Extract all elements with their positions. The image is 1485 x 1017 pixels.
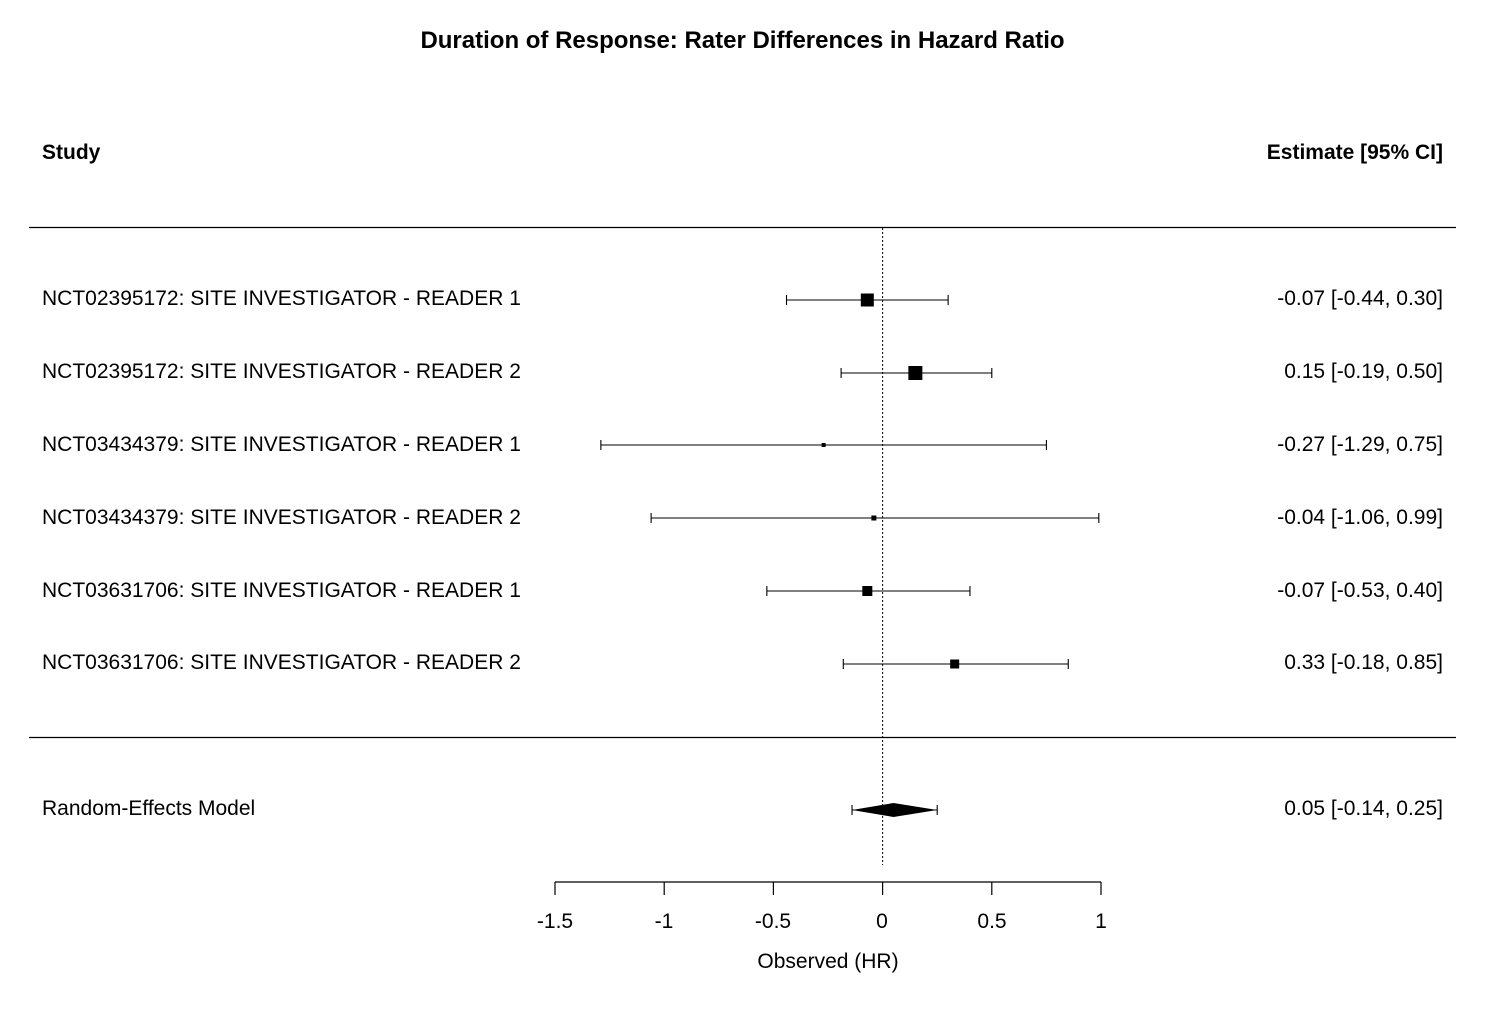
summary-diamond bbox=[852, 803, 938, 817]
point-estimate-square bbox=[862, 586, 873, 596]
study-estimate-text: -0.27 [-1.29, 0.75] bbox=[1277, 433, 1443, 456]
study-estimate-text: 0.15 [-0.19, 0.50] bbox=[1284, 360, 1443, 383]
x-tick-label: 0.5 bbox=[977, 910, 1007, 933]
x-tick-label: -0.5 bbox=[754, 910, 792, 933]
study-estimate-text: -0.07 [-0.53, 0.40] bbox=[1277, 579, 1443, 602]
x-tick-label: 1 bbox=[1095, 910, 1107, 933]
study-label: NCT03434379: SITE INVESTIGATOR - READER … bbox=[42, 433, 521, 456]
x-tick-label: 0 bbox=[876, 910, 888, 933]
study-label: NCT02395172: SITE INVESTIGATOR - READER … bbox=[42, 360, 521, 383]
study-column-header: Study bbox=[42, 141, 101, 164]
x-tick-label: -1.5 bbox=[536, 910, 574, 933]
x-axis-label: Observed (HR) bbox=[757, 950, 899, 973]
chart-title: Duration of Response: Rater Differences … bbox=[420, 27, 1065, 54]
summary-estimate-text: 0.05 [-0.14, 0.25] bbox=[1284, 797, 1443, 820]
point-estimate-square bbox=[871, 515, 877, 521]
study-label: NCT03631706: SITE INVESTIGATOR - READER … bbox=[42, 651, 521, 674]
study-label: NCT03434379: SITE INVESTIGATOR - READER … bbox=[42, 506, 521, 529]
study-label: NCT03631706: SITE INVESTIGATOR - READER … bbox=[42, 579, 521, 602]
point-estimate-square bbox=[821, 443, 826, 447]
study-label: NCT02395172: SITE INVESTIGATOR - READER … bbox=[42, 287, 521, 310]
summary-label: Random-Effects Model bbox=[42, 797, 256, 820]
estimate-column-header: Estimate [95% CI] bbox=[1266, 141, 1443, 164]
point-estimate-square bbox=[908, 366, 923, 380]
study-estimate-text: -0.07 [-0.44, 0.30] bbox=[1277, 287, 1443, 310]
point-estimate-square bbox=[950, 659, 960, 669]
study-estimate-text: -0.04 [-1.06, 0.99] bbox=[1277, 506, 1443, 529]
x-tick-label: -1 bbox=[654, 910, 674, 933]
point-estimate-square bbox=[860, 293, 874, 307]
study-estimate-text: 0.33 [-0.18, 0.85] bbox=[1284, 651, 1443, 674]
